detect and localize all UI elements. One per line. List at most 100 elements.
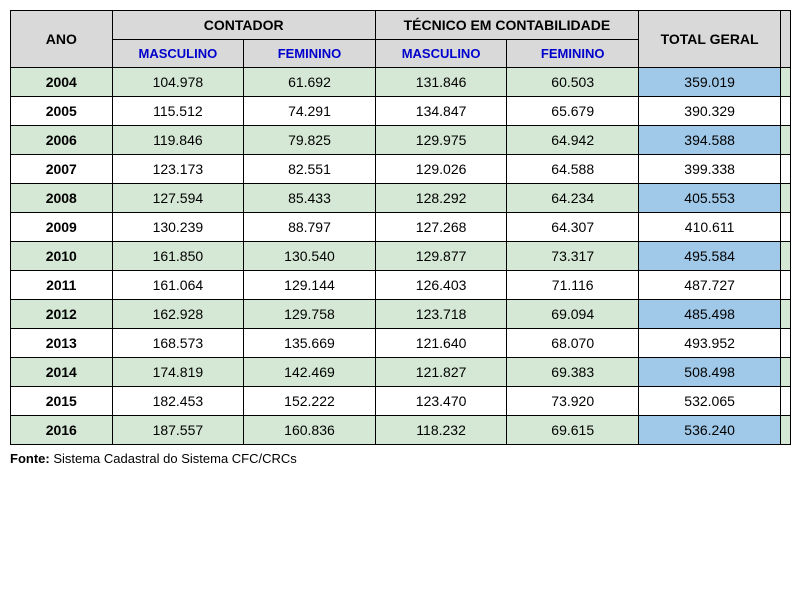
cell-contador-masc: 182.453 bbox=[112, 387, 244, 416]
cell-stub bbox=[781, 358, 791, 387]
cell-tecnico-masc: 126.403 bbox=[375, 271, 507, 300]
header-stub bbox=[781, 11, 791, 68]
cell-contador-masc: 162.928 bbox=[112, 300, 244, 329]
cell-total: 394.588 bbox=[639, 126, 781, 155]
cell-total: 493.952 bbox=[639, 329, 781, 358]
cell-contador-masc: 161.064 bbox=[112, 271, 244, 300]
cell-stub bbox=[781, 213, 791, 242]
table-row: 2005115.51274.291134.84765.679390.329 bbox=[11, 97, 791, 126]
cell-stub bbox=[781, 329, 791, 358]
cell-tecnico-fem: 65.679 bbox=[507, 97, 639, 126]
table-row: 2011161.064129.144126.40371.116487.727 bbox=[11, 271, 791, 300]
table-row: 2007123.17382.551129.02664.588399.338 bbox=[11, 155, 791, 184]
header-tecnico-fem: FEMININO bbox=[507, 40, 639, 68]
cell-contador-masc: 123.173 bbox=[112, 155, 244, 184]
cell-tecnico-masc: 131.846 bbox=[375, 68, 507, 97]
cell-contador-fem: 88.797 bbox=[244, 213, 376, 242]
cell-stub bbox=[781, 387, 791, 416]
header-tecnico-masc: MASCULINO bbox=[375, 40, 507, 68]
cell-contador-masc: 187.557 bbox=[112, 416, 244, 445]
cell-total: 485.498 bbox=[639, 300, 781, 329]
cell-contador-fem: 74.291 bbox=[244, 97, 376, 126]
cell-total: 536.240 bbox=[639, 416, 781, 445]
cell-tecnico-masc: 127.268 bbox=[375, 213, 507, 242]
cell-contador-fem: 130.540 bbox=[244, 242, 376, 271]
cell-stub bbox=[781, 271, 791, 300]
cell-ano: 2013 bbox=[11, 329, 113, 358]
table-row: 2014174.819142.469121.82769.383508.498 bbox=[11, 358, 791, 387]
cell-ano: 2008 bbox=[11, 184, 113, 213]
cell-contador-fem: 82.551 bbox=[244, 155, 376, 184]
cell-stub bbox=[781, 126, 791, 155]
header-contador-masc: MASCULINO bbox=[112, 40, 244, 68]
cell-ano: 2016 bbox=[11, 416, 113, 445]
cell-contador-fem: 135.669 bbox=[244, 329, 376, 358]
cell-ano: 2005 bbox=[11, 97, 113, 126]
cell-contador-masc: 130.239 bbox=[112, 213, 244, 242]
cell-ano: 2006 bbox=[11, 126, 113, 155]
cell-contador-fem: 160.836 bbox=[244, 416, 376, 445]
cell-contador-masc: 174.819 bbox=[112, 358, 244, 387]
cell-tecnico-masc: 134.847 bbox=[375, 97, 507, 126]
cell-tecnico-fem: 64.588 bbox=[507, 155, 639, 184]
cell-ano: 2009 bbox=[11, 213, 113, 242]
table-row: 2012162.928129.758123.71869.094485.498 bbox=[11, 300, 791, 329]
cell-contador-masc: 115.512 bbox=[112, 97, 244, 126]
cell-tecnico-fem: 71.116 bbox=[507, 271, 639, 300]
cell-stub bbox=[781, 242, 791, 271]
cell-contador-fem: 61.692 bbox=[244, 68, 376, 97]
cell-tecnico-fem: 68.070 bbox=[507, 329, 639, 358]
cell-tecnico-fem: 69.615 bbox=[507, 416, 639, 445]
table-row: 2008127.59485.433128.29264.234405.553 bbox=[11, 184, 791, 213]
cell-ano: 2004 bbox=[11, 68, 113, 97]
cell-tecnico-masc: 121.640 bbox=[375, 329, 507, 358]
table-row: 2010161.850130.540129.87773.317495.584 bbox=[11, 242, 791, 271]
cell-contador-fem: 85.433 bbox=[244, 184, 376, 213]
cell-total: 495.584 bbox=[639, 242, 781, 271]
cell-tecnico-masc: 121.827 bbox=[375, 358, 507, 387]
source-line: Fonte: Sistema Cadastral do Sistema CFC/… bbox=[10, 451, 791, 466]
cell-tecnico-fem: 64.942 bbox=[507, 126, 639, 155]
table-row: 2016187.557160.836118.23269.615536.240 bbox=[11, 416, 791, 445]
cell-ano: 2010 bbox=[11, 242, 113, 271]
cell-tecnico-masc: 123.718 bbox=[375, 300, 507, 329]
table-body: 2004104.97861.692131.84660.503359.019200… bbox=[11, 68, 791, 445]
cell-total: 399.338 bbox=[639, 155, 781, 184]
cell-contador-fem: 79.825 bbox=[244, 126, 376, 155]
cell-tecnico-fem: 60.503 bbox=[507, 68, 639, 97]
table-row: 2004104.97861.692131.84660.503359.019 bbox=[11, 68, 791, 97]
cell-contador-fem: 152.222 bbox=[244, 387, 376, 416]
header-contador-fem: FEMININO bbox=[244, 40, 376, 68]
cell-tecnico-masc: 118.232 bbox=[375, 416, 507, 445]
cell-tecnico-fem: 69.094 bbox=[507, 300, 639, 329]
cell-ano: 2015 bbox=[11, 387, 113, 416]
cell-tecnico-masc: 129.026 bbox=[375, 155, 507, 184]
cell-total: 405.553 bbox=[639, 184, 781, 213]
cell-total: 508.498 bbox=[639, 358, 781, 387]
table-row: 2015182.453152.222123.47073.920532.065 bbox=[11, 387, 791, 416]
cell-stub bbox=[781, 184, 791, 213]
header-ano: ANO bbox=[11, 11, 113, 68]
cell-tecnico-masc: 129.877 bbox=[375, 242, 507, 271]
cell-ano: 2007 bbox=[11, 155, 113, 184]
header-row-1: ANO CONTADOR TÉCNICO EM CONTABILIDADE TO… bbox=[11, 11, 791, 40]
cell-contador-masc: 127.594 bbox=[112, 184, 244, 213]
cell-total: 487.727 bbox=[639, 271, 781, 300]
cell-stub bbox=[781, 155, 791, 184]
cell-tecnico-fem: 69.383 bbox=[507, 358, 639, 387]
cell-stub bbox=[781, 416, 791, 445]
cell-ano: 2011 bbox=[11, 271, 113, 300]
cell-tecnico-fem: 64.234 bbox=[507, 184, 639, 213]
cell-tecnico-masc: 129.975 bbox=[375, 126, 507, 155]
cell-total: 359.019 bbox=[639, 68, 781, 97]
cell-contador-fem: 129.144 bbox=[244, 271, 376, 300]
cell-ano: 2014 bbox=[11, 358, 113, 387]
cell-stub bbox=[781, 97, 791, 126]
header-tecnico: TÉCNICO EM CONTABILIDADE bbox=[375, 11, 638, 40]
cell-tecnico-fem: 73.920 bbox=[507, 387, 639, 416]
cell-tecnico-fem: 64.307 bbox=[507, 213, 639, 242]
cell-ano: 2012 bbox=[11, 300, 113, 329]
cell-total: 390.329 bbox=[639, 97, 781, 126]
cell-total: 532.065 bbox=[639, 387, 781, 416]
source-text: Sistema Cadastral do Sistema CFC/CRCs bbox=[50, 451, 297, 466]
